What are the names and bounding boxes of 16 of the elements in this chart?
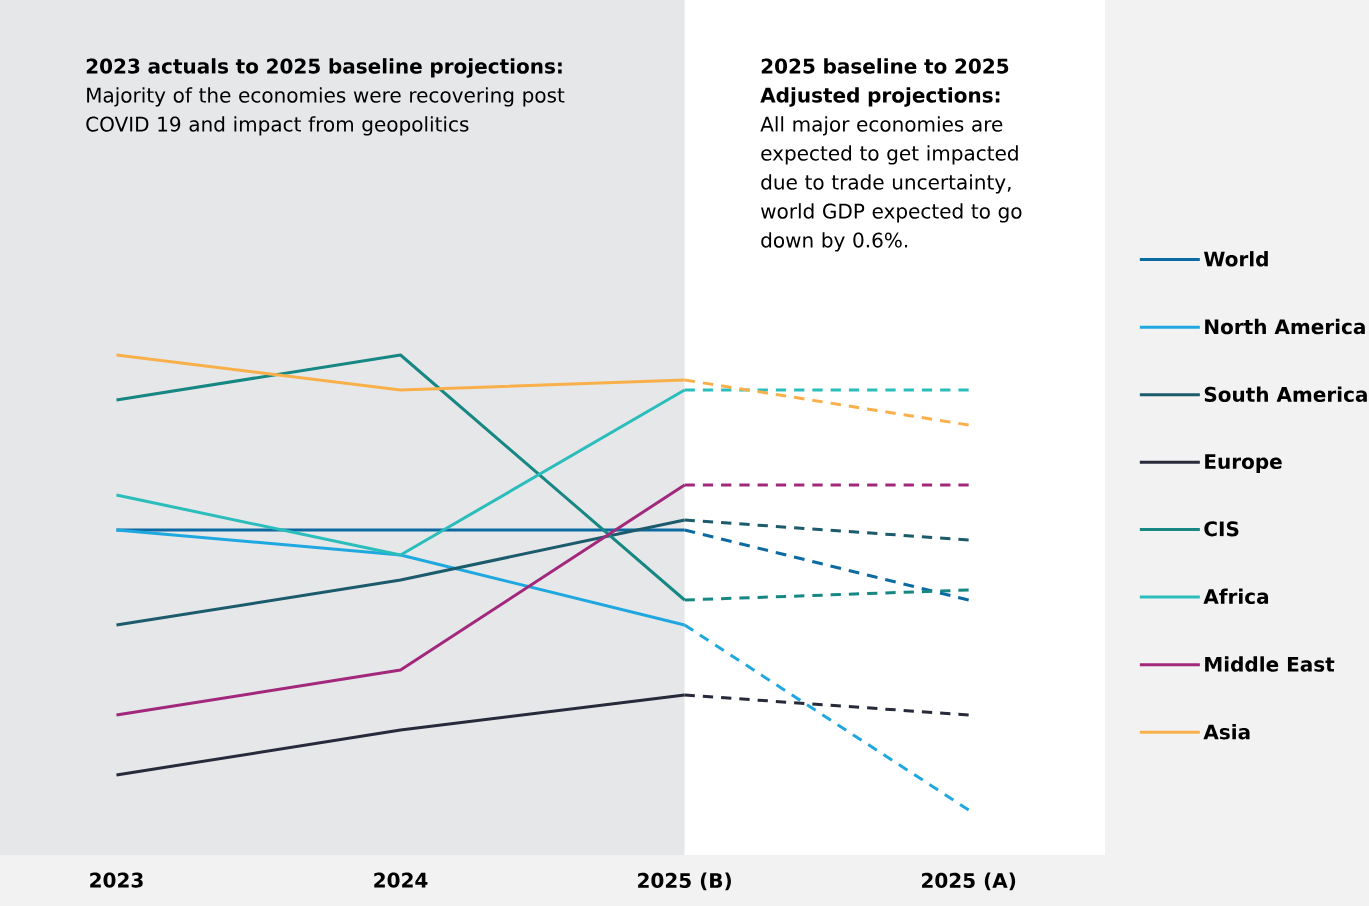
- x-tick-label: 2025 (A): [922, 872, 1016, 891]
- legend-label: South America: [1204, 386, 1367, 402]
- legend-label: Europe: [1205, 454, 1282, 473]
- x-tick-label: 2024: [374, 872, 428, 888]
- legend-label: North America: [1205, 318, 1365, 335]
- legend-label: Africa: [1203, 588, 1269, 605]
- legend-label: World: [1203, 251, 1268, 267]
- legend-label: CIS: [1204, 521, 1239, 537]
- legend-label: Asia: [1203, 724, 1250, 740]
- text: 2025 baseline to 2025 Adjusted projections:: [760, 58, 1009, 107]
- text: 2023 actuals to 2025 baseline projections:: [86, 58, 562, 78]
- legend-label: Middle East: [1205, 656, 1335, 672]
- x-tick-label: 2025 (B): [638, 872, 731, 891]
- x-tick-label: 2023: [90, 872, 143, 888]
- text: All major economies are expected to get impacted due to trade uncertainty, world GDP expected to go down by 0.6%.: [760, 116, 1022, 252]
- text: Majority of the economies were recovering post COVID 19 and impact from geopolitics: [86, 87, 565, 136]
